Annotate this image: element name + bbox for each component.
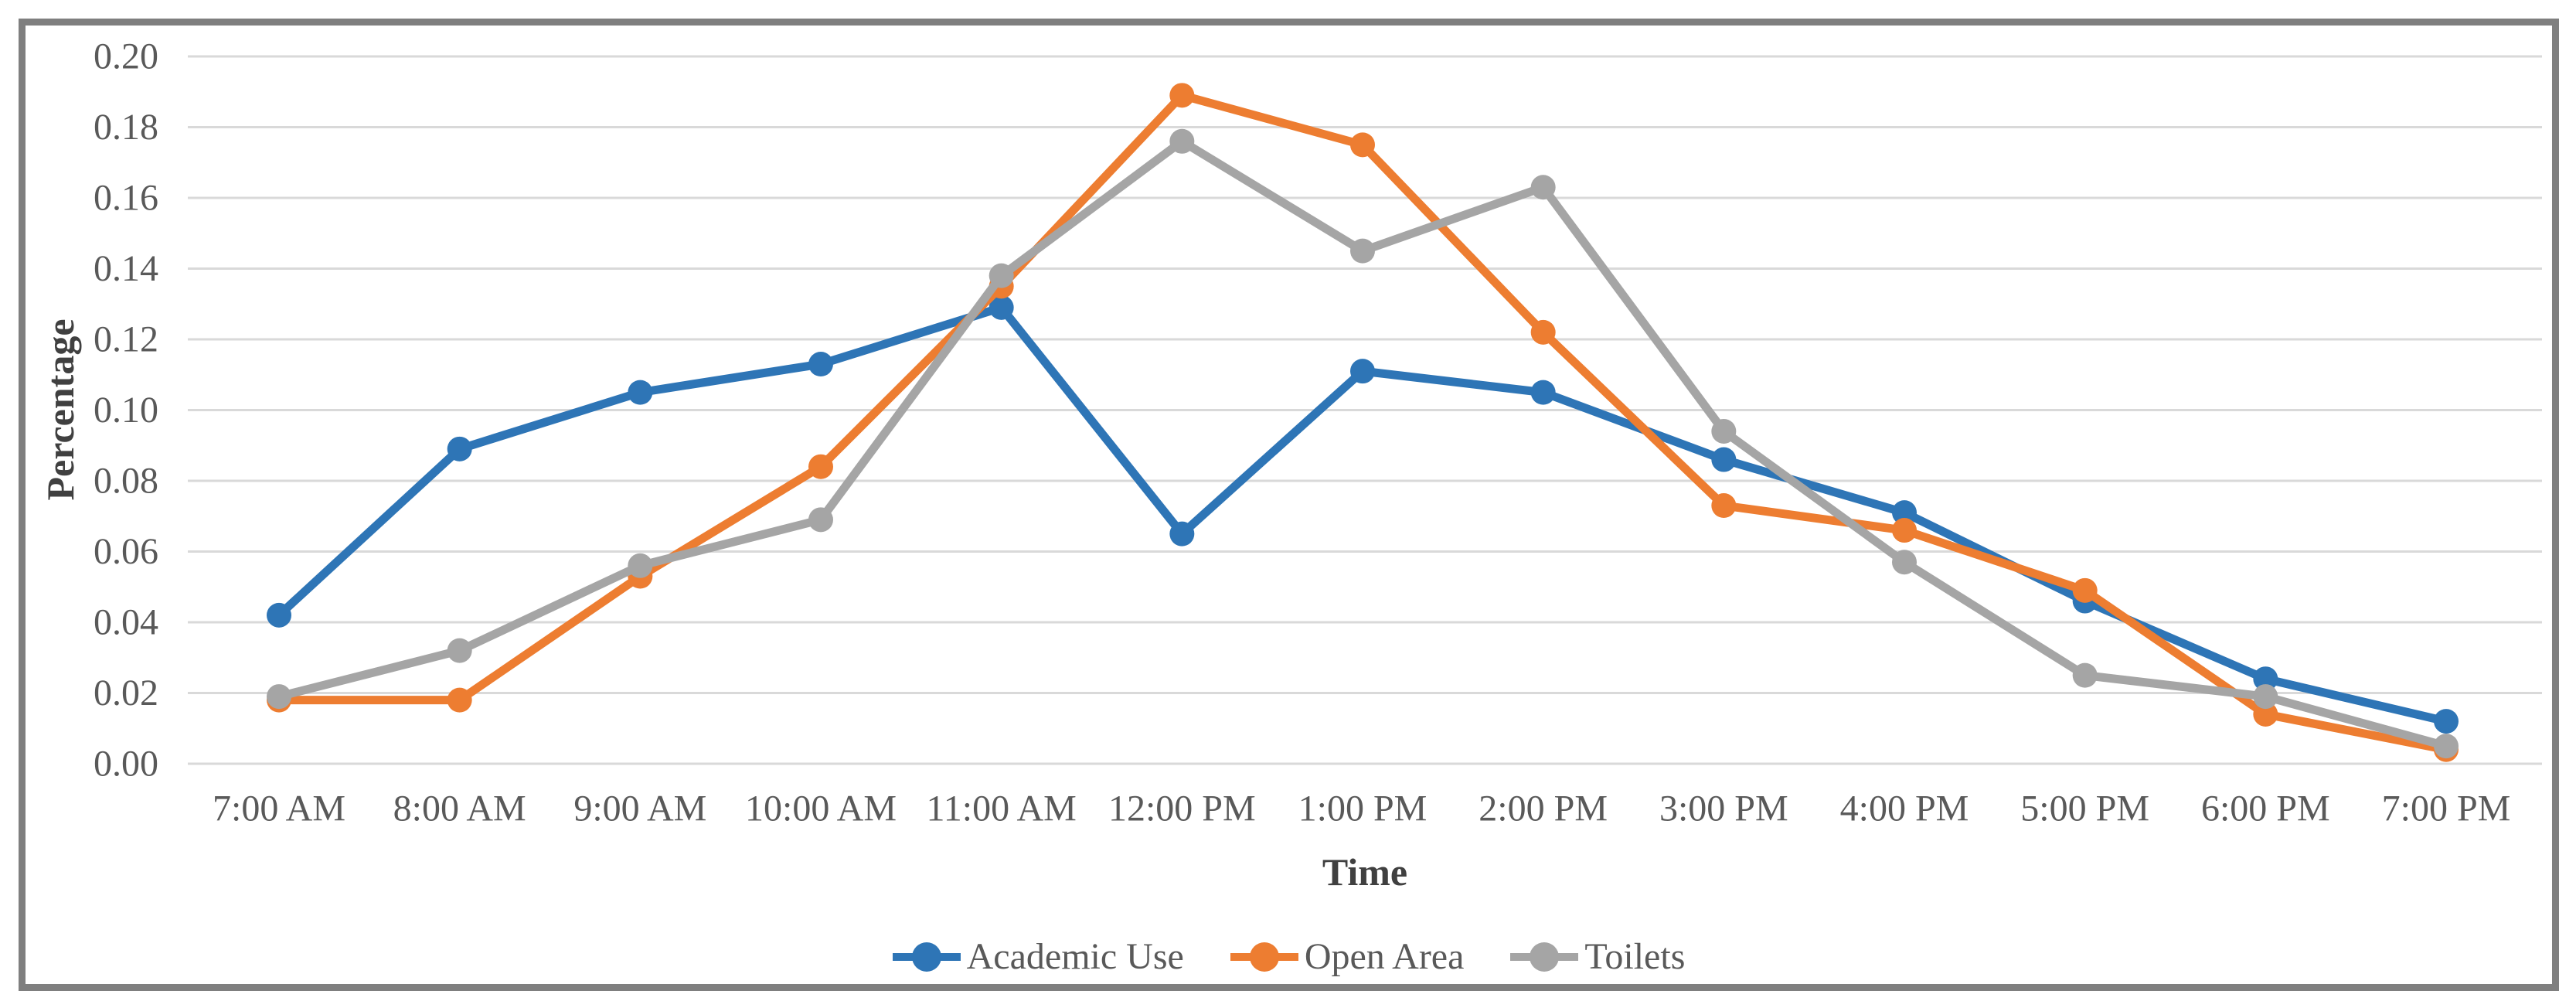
data-point-marker: [1350, 132, 1375, 158]
data-point-marker: [989, 263, 1014, 288]
data-point-marker: [1711, 447, 1737, 472]
y-tick-label: 0.16: [94, 178, 158, 219]
data-point-marker: [267, 602, 291, 628]
y-tick-label: 0.02: [94, 673, 158, 713]
y-tick-label: 0.12: [94, 319, 158, 360]
y-axis-title: Percentage: [39, 318, 82, 501]
series-line-toilets: [274, 137, 2451, 751]
data-point-marker: [2253, 666, 2278, 692]
y-tick-label: 0.18: [94, 107, 158, 148]
data-point-marker: [447, 638, 472, 663]
x-tick-label: 2:00 PM: [1479, 788, 1608, 829]
data-point-marker: [447, 436, 472, 461]
x-tick-label: 6:00 PM: [2201, 788, 2330, 829]
data-point-marker: [1892, 500, 1917, 526]
x-tick-label: 8:00 AM: [393, 788, 526, 829]
legend-item-academic-use: Academic Use: [891, 935, 1184, 978]
y-tick-label: 0.14: [94, 248, 158, 289]
data-point-marker: [2072, 662, 2098, 688]
data-point-marker: [2253, 684, 2278, 710]
x-axis-title: Time: [1322, 850, 1408, 894]
data-point-marker: [1530, 175, 1556, 200]
x-tick-label: 10:00 AM: [745, 788, 897, 829]
y-tick-label: 0.10: [94, 390, 158, 431]
x-tick-label: 1:00 PM: [1298, 788, 1428, 829]
series-line-open-area: [274, 90, 2451, 754]
data-point-marker: [1350, 238, 1375, 264]
legend-item-label: Academic Use: [966, 936, 1184, 977]
data-point-marker: [2253, 701, 2278, 727]
data-point-marker: [808, 454, 833, 479]
legend: Academic Use Open Area Toilets: [0, 935, 2576, 978]
data-point-marker: [1530, 380, 1556, 405]
x-tick-label: 9:00 AM: [573, 788, 706, 829]
data-point-marker: [1711, 418, 1737, 444]
data-point-marker: [267, 684, 291, 710]
data-point-marker: [1169, 128, 1195, 154]
data-point-marker: [808, 352, 833, 377]
legend-marker-toilets-icon: [1510, 942, 1579, 972]
data-point-marker: [1169, 521, 1195, 547]
x-tick-label: 11:00 AM: [927, 788, 1077, 829]
data-point-marker: [1711, 493, 1737, 519]
legend-item-label: Open Area: [1304, 936, 1465, 977]
data-point-marker: [628, 553, 653, 578]
x-tick-label: 7:00 AM: [213, 788, 345, 829]
data-point-marker: [447, 687, 472, 713]
data-point-marker: [2434, 709, 2459, 734]
x-tick-label: 7:00 PM: [2382, 788, 2511, 829]
y-tick-label: 0.20: [94, 36, 158, 77]
legend-marker-academic-use-icon: [892, 942, 961, 972]
data-point-marker: [1530, 319, 1556, 345]
data-point-marker: [1892, 550, 1917, 575]
legend-item-open-area: Open Area: [1229, 935, 1465, 978]
chart-frame: [19, 19, 2559, 991]
x-tick-label: 4:00 PM: [1840, 788, 1969, 829]
data-point-marker: [1892, 518, 1917, 543]
legend-item-toilets: Toilets: [1509, 935, 1685, 978]
data-point-marker: [1350, 359, 1375, 384]
data-point-marker: [989, 295, 1014, 320]
y-tick-label: 0.04: [94, 602, 158, 643]
data-point-marker: [808, 507, 833, 533]
x-tick-label: 12:00 PM: [1108, 788, 1256, 829]
x-tick-label: 5:00 PM: [2020, 788, 2149, 829]
y-tick-label: 0.00: [94, 744, 158, 785]
data-point-marker: [1169, 83, 1195, 108]
y-tick-label: 0.08: [94, 461, 158, 502]
legend-marker-open-area-icon: [1230, 942, 1298, 972]
x-tick-label: 3:00 PM: [1659, 788, 1788, 829]
legend-item-label: Toilets: [1584, 936, 1686, 977]
data-point-marker: [2072, 577, 2098, 603]
data-point-marker: [2434, 734, 2459, 759]
y-tick-label: 0.06: [94, 531, 158, 572]
data-point-marker: [628, 380, 653, 405]
